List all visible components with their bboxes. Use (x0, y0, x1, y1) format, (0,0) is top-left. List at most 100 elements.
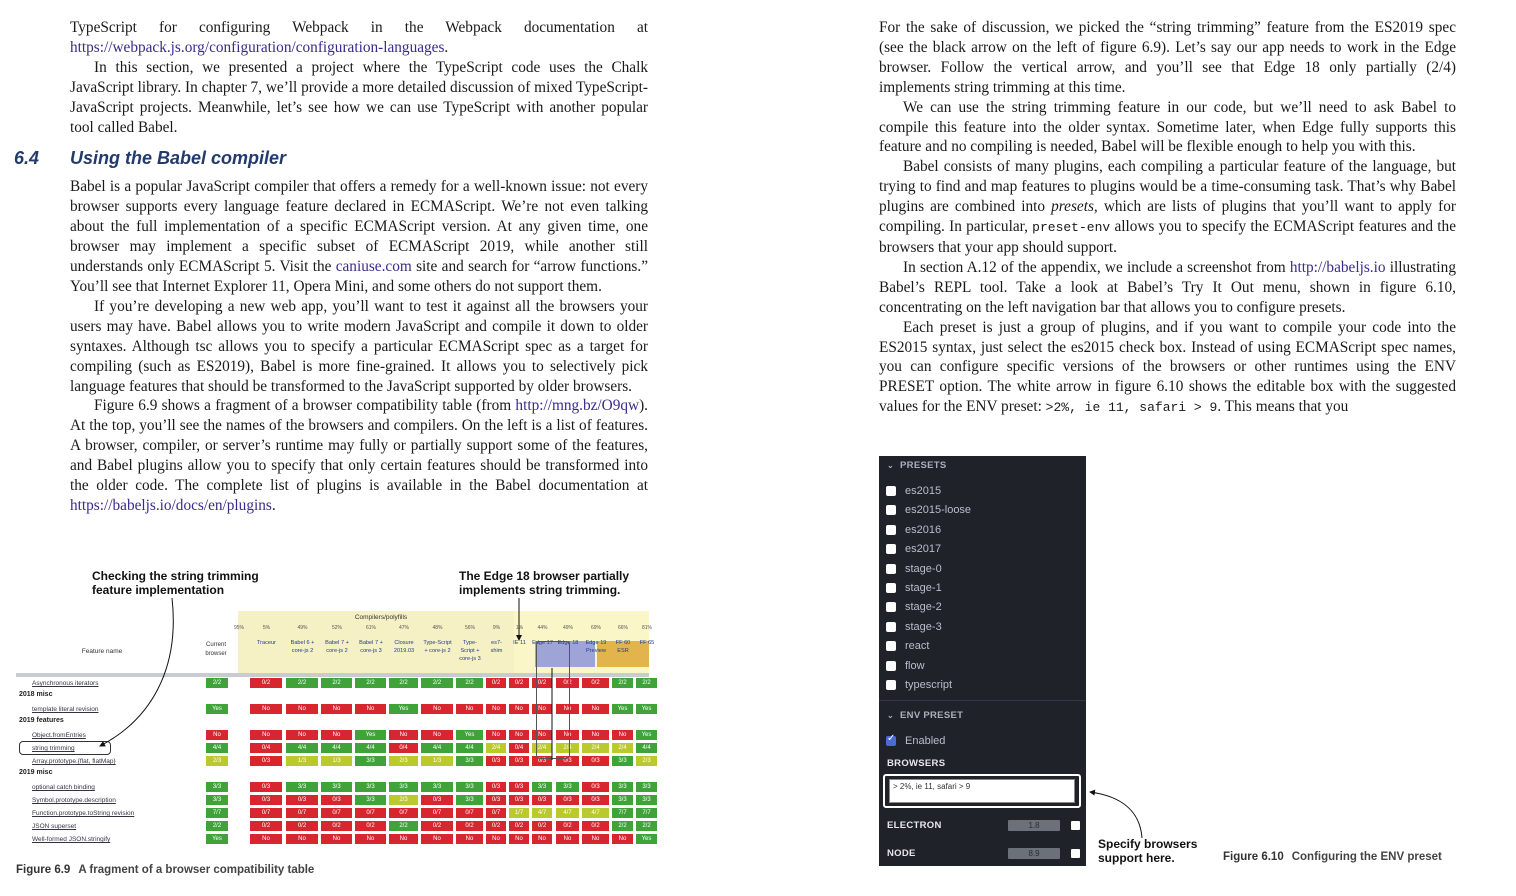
support-cell: No (532, 834, 552, 844)
babel-plugins-link[interactable]: https://babeljs.io/docs/en/plugins (70, 496, 272, 514)
column-header[interactable]: Edge 19 Preview (585, 640, 607, 654)
support-cell: Yes (355, 730, 386, 740)
column-header[interactable]: Traceur (256, 640, 277, 646)
support-cell: 3/3 (456, 782, 483, 792)
paragraph: TypeScript for configuring Webpack in th… (70, 18, 648, 58)
column-header[interactable]: Babel 7 + core-js 2 (325, 640, 349, 654)
support-cell: No (582, 704, 609, 714)
support-cell: 2/4 (582, 743, 609, 753)
support-cell: 2/2 (456, 678, 483, 688)
support-cell: No (532, 730, 552, 740)
column-header[interactable]: Type-Script + core-js 3 (459, 640, 481, 662)
checkbox-icon[interactable] (886, 660, 896, 671)
feature-name[interactable]: template literal revision (32, 706, 99, 713)
checkbox-icon[interactable] (886, 621, 896, 632)
support-cell: 2/2 (321, 678, 352, 688)
presets-header[interactable]: ⌄ PRESETS (887, 460, 946, 471)
compat-table-link[interactable]: http://mng.bz/O9qw (515, 397, 640, 415)
preset-label: es2015-loose (905, 504, 972, 517)
support-cell: No (509, 834, 529, 844)
column-header[interactable]: Edge 17 (532, 640, 553, 646)
preset-checkbox-stage-2[interactable]: stage-2 (886, 600, 942, 614)
preset-checkbox-flow[interactable]: flow (886, 659, 925, 673)
feature-name[interactable]: string trimming (32, 745, 75, 752)
percentage-label: 48% (432, 625, 443, 631)
feature-name[interactable]: Object.fromEntries (32, 732, 86, 739)
caniuse-link[interactable]: caniuse.com (335, 258, 412, 276)
preset-checkbox-stage-1[interactable]: stage-1 (886, 581, 942, 595)
preset-checkbox-typescript[interactable]: typescript (886, 678, 952, 692)
support-cell: 2/3 (389, 795, 418, 805)
enabled-checkbox[interactable]: Enabled (886, 733, 945, 748)
feature-name[interactable]: Array.prototype.{flat, flatMap} (32, 758, 116, 765)
preset-checkbox-react[interactable]: react (886, 639, 929, 653)
callout-string-trimming: Checking the string trimming feature imp… (92, 569, 259, 597)
support-cell: 3/3 (286, 782, 318, 792)
percentage-label: 61% (365, 625, 376, 631)
column-header[interactable]: es7-shim (490, 640, 503, 654)
paragraph: Babel consists of many plugins, each com… (879, 157, 1456, 258)
current-browser-cell: 2/2 (206, 821, 228, 831)
checkbox-icon[interactable] (886, 524, 896, 535)
feature-name[interactable]: Well-formed JSON.stringify (32, 836, 111, 843)
support-cell: 2/2 (636, 821, 657, 831)
electron-version-field[interactable]: 1.8 (1008, 820, 1060, 831)
checkbox-icon[interactable] (886, 602, 896, 613)
right-page-text: For the sake of discussion, we picked th… (879, 18, 1456, 418)
support-cell: No (509, 730, 529, 740)
support-cell: 2/3 (636, 756, 657, 766)
preset-checkbox-stage-0[interactable]: stage-0 (886, 562, 942, 576)
figure-caption-text: Configuring the ENV preset (1291, 851, 1442, 863)
babeljs-link[interactable]: http://babeljs.io (1289, 258, 1386, 276)
support-cell: 2/2 (355, 678, 386, 688)
presets-header-label: PRESETS (900, 460, 947, 471)
checkbox-icon[interactable] (886, 505, 896, 516)
support-cell: 3/3 (456, 756, 483, 766)
preset-checkbox-es2016[interactable]: es2016 (886, 523, 941, 537)
support-cell: 0/2 (582, 821, 609, 831)
checkbox-icon[interactable] (886, 563, 896, 574)
column-header[interactable]: FF 60 ESR (615, 640, 631, 654)
preset-checkbox-es2015[interactable]: es2015 (886, 484, 941, 498)
feature-name[interactable]: Asynchronous iterators (32, 680, 99, 687)
support-cell: 1/3 (421, 756, 453, 766)
checkbox-checked-icon[interactable] (886, 733, 896, 746)
electron-checkbox[interactable] (1071, 821, 1080, 830)
feature-name[interactable]: JSON superset (32, 823, 77, 830)
support-cell: 0/3 (509, 795, 529, 805)
browsers-input[interactable] (889, 779, 1075, 803)
checkbox-icon[interactable] (886, 680, 896, 690)
checkbox-icon[interactable] (886, 641, 896, 652)
webpack-docs-link[interactable]: https://webpack.js.org/configuration/con… (70, 38, 445, 56)
feature-name[interactable]: optional catch binding (32, 784, 95, 791)
support-cell: No (486, 704, 506, 714)
checkbox-icon[interactable] (886, 486, 896, 496)
node-version-field[interactable]: 8.9 (1008, 848, 1060, 859)
feature-group-label: 2018 misc (19, 691, 53, 698)
support-cell: 3/3 (355, 795, 386, 805)
node-checkbox[interactable] (1071, 849, 1080, 858)
preset-checkbox-es2015-loose[interactable]: es2015-loose (886, 503, 971, 517)
checkbox-icon[interactable] (886, 583, 896, 593)
header-divider (16, 673, 649, 677)
column-header[interactable]: Type-Script + core-js 2 (423, 640, 452, 654)
support-cell: Yes (612, 704, 633, 714)
support-cell: No (456, 704, 483, 714)
support-cell: No (556, 834, 579, 844)
column-header[interactable]: FF 65 (639, 640, 655, 646)
column-header[interactable]: Closure 2019.03 (393, 640, 415, 654)
preset-checkbox-es2017[interactable]: es2017 (886, 542, 941, 556)
preset-checkbox-stage-3[interactable]: stage-3 (886, 620, 942, 634)
support-cell: 0/2 (556, 678, 579, 688)
callout-specify-browsers: Specify browsers support here. (1098, 837, 1198, 865)
column-header[interactable]: Babel 6 + core-js 2 (290, 640, 315, 654)
support-cell: 0/3 (486, 782, 506, 792)
feature-name[interactable]: Function.prototype.toString revision (32, 810, 135, 817)
support-cell: 0/3 (250, 782, 282, 792)
env-preset-header[interactable]: ⌄ ENV PRESET (887, 710, 963, 721)
column-header[interactable]: IE 11 (513, 640, 526, 646)
feature-header: Feature name (81, 648, 123, 655)
column-header[interactable]: Babel 7 + core-js 3 (359, 640, 383, 654)
checkbox-icon[interactable] (886, 544, 896, 555)
feature-name[interactable]: Symbol.prototype.description (32, 797, 116, 804)
